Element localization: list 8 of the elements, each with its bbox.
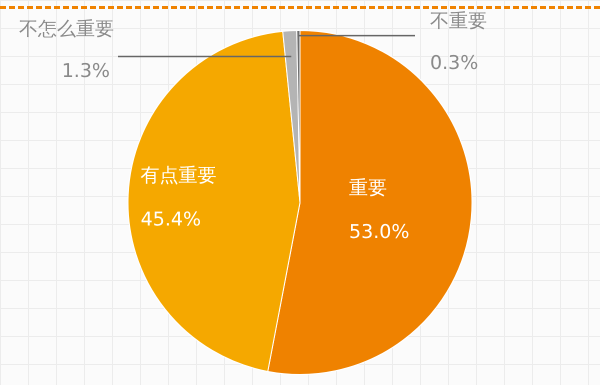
slice-label: 重要 — [349, 176, 388, 199]
data-label: 0.3% — [430, 52, 478, 74]
slice-label: 有点重要 — [140, 164, 217, 187]
slice-label: 不怎么重要 — [19, 18, 114, 40]
slice-label: 不重要 — [430, 10, 487, 32]
data-label: 53.0% — [349, 220, 410, 243]
data-label: 45.4% — [140, 208, 202, 231]
data-label: 1.3% — [62, 60, 110, 82]
